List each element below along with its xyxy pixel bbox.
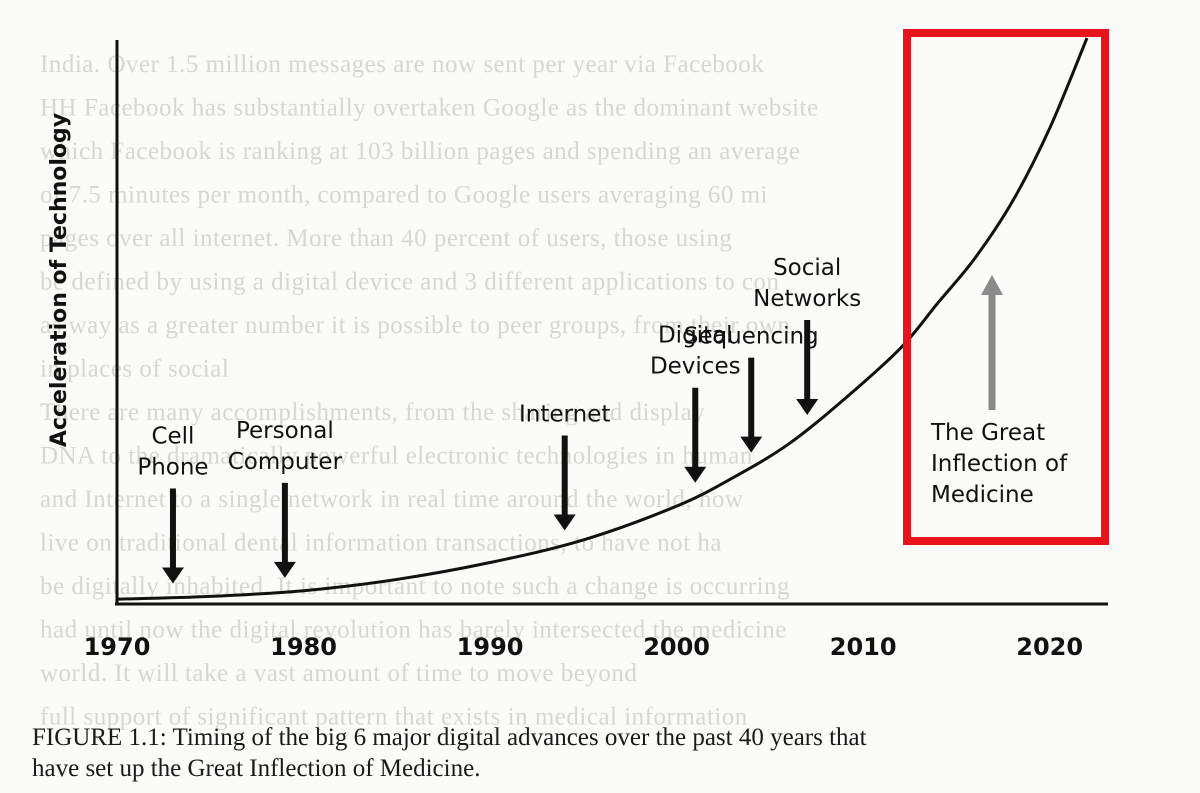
bleed-through-line: as way as a greater number it is possibl… xyxy=(40,312,790,339)
event-arrow-head xyxy=(740,436,763,453)
x-tick-labels: 1970 1980 1990 2000 2010 2020 xyxy=(84,633,1083,661)
event-label: Cell xyxy=(151,423,194,449)
inflection-label: The Great xyxy=(930,420,1045,446)
bleed-through-line: India. Over 1.5 million messages are now… xyxy=(40,51,764,78)
figure-caption: FIGURE 1.1: Timing of the big 6 major di… xyxy=(32,722,1172,784)
event-arrow-head xyxy=(796,399,819,416)
bleed-through-line: had until now the digital revolution has… xyxy=(40,617,787,644)
bleed-through-line: and Internet to a single network in real… xyxy=(40,486,743,513)
x-tick-label: 1970 xyxy=(84,633,151,661)
bleed-through-line: There are many accomplishments, from the… xyxy=(40,399,705,426)
x-tick-label: 1980 xyxy=(270,633,337,661)
bleed-through-line: be defined by using a digital device and… xyxy=(40,269,780,296)
highlight-box xyxy=(903,29,1109,545)
inflection-label: Medicine xyxy=(931,482,1034,508)
bleed-through-line: of 7.5 minutes per month, compared to Go… xyxy=(40,182,768,209)
inflection-arrow-head xyxy=(981,275,1003,295)
bleed-through-line: HH Facebook has substantially overtaken … xyxy=(40,95,819,122)
event-annotations: Cell Phone Personal Computer Internet Digital… xyxy=(137,255,861,584)
bleed-through-line: in places of social xyxy=(40,356,229,383)
event-arrow-head xyxy=(684,466,707,483)
x-tick-label: 2010 xyxy=(830,633,897,661)
bleed-through-line: live on traditional dental information t… xyxy=(40,530,722,557)
bleed-through-text: India. Over 1.5 million messages are now… xyxy=(40,51,819,731)
bleed-through-line: world. It will take a vast amount of tim… xyxy=(40,660,637,687)
x-tick-label: 2020 xyxy=(1016,633,1083,661)
event-label: Digital xyxy=(658,323,733,349)
event-label: Phone xyxy=(137,454,208,480)
event-arrow-head xyxy=(161,567,184,584)
inflection-label: Inflection of xyxy=(931,451,1068,477)
event-label: Social xyxy=(773,255,841,281)
event-label: Personal xyxy=(236,418,334,444)
bleed-through-line: full support of significant pattern that… xyxy=(40,704,748,731)
acceleration-curve xyxy=(116,37,1089,601)
x-tick-label: 1990 xyxy=(457,633,524,661)
highlight-region: The Great Inflection of Medicine xyxy=(903,29,1109,545)
event-label: Internet xyxy=(519,401,610,427)
event-label: Networks xyxy=(753,286,861,312)
y-axis-label: Acceleration of Technology xyxy=(47,113,72,447)
event-label: Computer xyxy=(228,449,343,475)
event-arrow-head xyxy=(273,561,296,578)
caption-line-2: have set up the Great Inflection of Medi… xyxy=(32,755,481,782)
bleed-through-line: pages over all internet. More than 40 pe… xyxy=(40,225,732,252)
event-label: Devices xyxy=(650,354,741,380)
axes xyxy=(115,40,1108,606)
caption-line-1: FIGURE 1.1: Timing of the big 6 major di… xyxy=(32,724,867,751)
event-label: Sequencing xyxy=(684,324,819,350)
x-tick-label: 2000 xyxy=(643,633,710,661)
bleed-through-line: which Facebook is ranking at 103 billion… xyxy=(40,138,801,165)
event-arrow-head xyxy=(553,514,576,531)
bleed-through-line: DNA to the dramatically powerful electro… xyxy=(40,443,753,470)
